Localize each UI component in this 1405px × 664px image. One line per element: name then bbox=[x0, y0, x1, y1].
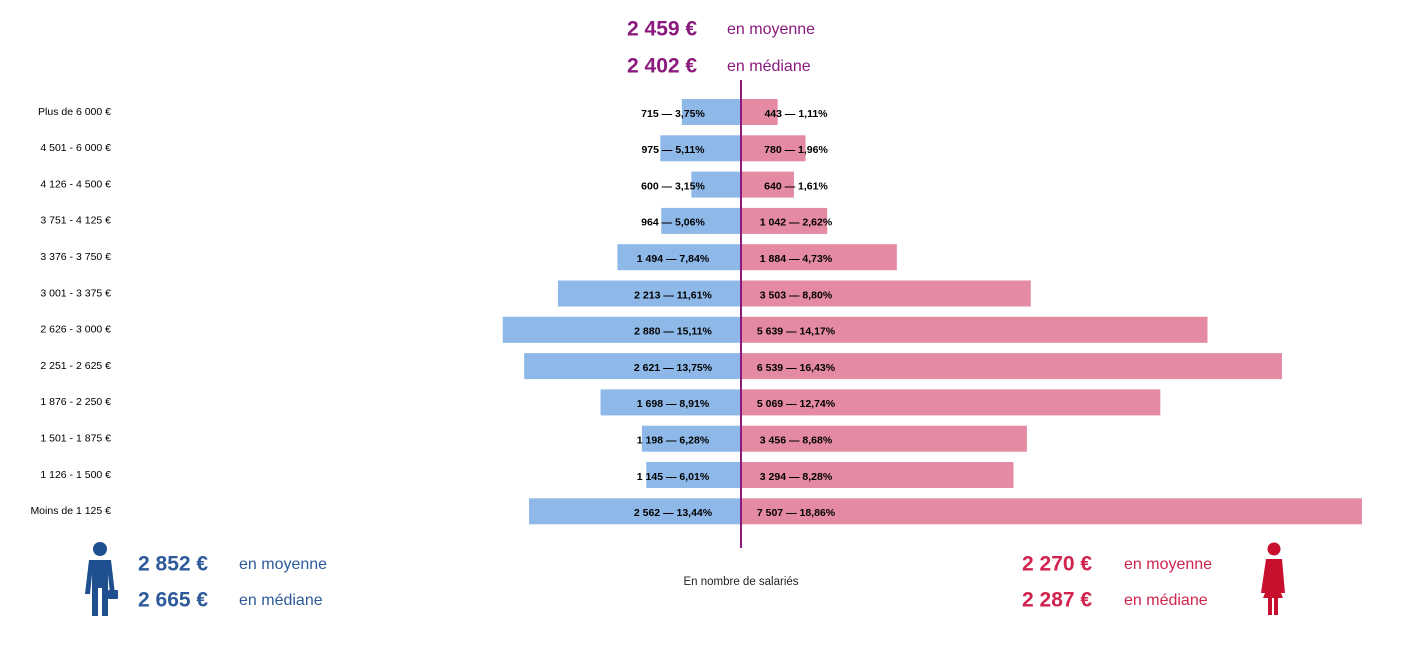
bar bbox=[741, 425, 1027, 452]
bar bbox=[502, 316, 741, 343]
median-label: en médiane bbox=[1124, 592, 1208, 609]
bar bbox=[741, 462, 1014, 488]
bar bbox=[741, 389, 1161, 416]
axis-caption: En nombre de salariés bbox=[683, 576, 798, 588]
mean-value: 2 459 € bbox=[627, 18, 697, 41]
man-icon bbox=[85, 542, 118, 616]
value-label: 2 213 — 11,61% bbox=[634, 289, 712, 301]
category-label: 4 501 - 6 000 € bbox=[40, 142, 111, 154]
category-label: 4 126 - 4 500 € bbox=[40, 178, 111, 190]
bar bbox=[681, 99, 741, 125]
value-label: 3 294 — 8,28% bbox=[760, 471, 833, 483]
value-label: 6 539 — 16,43% bbox=[757, 362, 836, 374]
median-label: en médiane bbox=[727, 58, 811, 75]
median-label: en médiane bbox=[239, 592, 323, 609]
category-label: 3 001 - 3 375 € bbox=[40, 287, 111, 299]
mean-label: en moyenne bbox=[1124, 556, 1212, 573]
mean-value: 2 852 € bbox=[138, 553, 208, 576]
value-label: 780 — 1,96% bbox=[764, 144, 828, 156]
mean-label: en moyenne bbox=[239, 556, 327, 573]
value-label: 964 — 5,06% bbox=[641, 217, 705, 229]
bar bbox=[646, 462, 741, 488]
bar bbox=[741, 316, 1208, 343]
value-label: 5 639 — 14,17% bbox=[757, 326, 836, 338]
value-label: 1 698 — 8,91% bbox=[637, 398, 710, 410]
woman-icon bbox=[1261, 542, 1285, 615]
category-label: 2 251 - 2 625 € bbox=[40, 360, 111, 372]
mean-value: 2 270 € bbox=[1022, 553, 1092, 576]
median-value: 2 287 € bbox=[1022, 589, 1092, 612]
bar bbox=[741, 498, 1362, 525]
bar bbox=[741, 244, 897, 271]
bar bbox=[529, 498, 741, 525]
median-value: 2 402 € bbox=[627, 55, 697, 78]
category-label: 3 751 - 4 125 € bbox=[40, 215, 111, 227]
value-label: 1 884 — 4,73% bbox=[760, 253, 833, 265]
value-label: 1 042 — 2,62% bbox=[760, 217, 833, 229]
bar bbox=[741, 135, 806, 162]
category-label: 1 501 - 1 875 € bbox=[40, 432, 111, 444]
category-label: 3 376 - 3 750 € bbox=[40, 251, 111, 263]
bar bbox=[741, 207, 828, 234]
bar bbox=[741, 171, 794, 198]
value-label: 975 — 5,11% bbox=[641, 144, 705, 156]
value-label: 443 — 1,11% bbox=[764, 108, 828, 120]
value-label: 3 456 — 8,68% bbox=[760, 434, 833, 446]
bar bbox=[557, 280, 741, 307]
bar bbox=[741, 99, 778, 125]
category-label: Plus de 6 000 € bbox=[38, 106, 111, 118]
value-label: 2 562 — 13,44% bbox=[634, 507, 713, 519]
category-label: 2 626 - 3 000 € bbox=[40, 324, 111, 336]
bar bbox=[661, 207, 741, 234]
value-label: 7 507 — 18,86% bbox=[757, 507, 836, 519]
value-label: 1 198 — 6,28% bbox=[637, 434, 710, 446]
value-label: 2 880 — 15,11% bbox=[634, 326, 712, 338]
bar bbox=[691, 171, 741, 198]
value-label: 600 — 3,15% bbox=[641, 180, 705, 192]
bar bbox=[660, 135, 741, 162]
value-label: 715 — 3,75% bbox=[641, 108, 705, 120]
value-label: 1 494 — 7,84% bbox=[637, 253, 710, 265]
bar bbox=[741, 280, 1031, 307]
bar bbox=[617, 244, 741, 271]
bar bbox=[741, 353, 1282, 380]
value-label: 3 503 — 8,80% bbox=[760, 289, 833, 301]
value-label: 5 069 — 12,74% bbox=[757, 398, 836, 410]
bar bbox=[524, 353, 741, 380]
category-label: 1 126 - 1 500 € bbox=[40, 469, 111, 481]
bar bbox=[641, 425, 741, 452]
median-value: 2 665 € bbox=[138, 589, 208, 612]
category-label: Moins de 1 125 € bbox=[30, 505, 111, 517]
mean-label: en moyenne bbox=[727, 21, 815, 38]
category-label: 1 876 - 2 250 € bbox=[40, 396, 111, 408]
bar bbox=[600, 389, 741, 416]
value-label: 2 621 — 13,75% bbox=[634, 362, 713, 374]
value-label: 1 145 — 6,01% bbox=[637, 471, 710, 483]
value-label: 640 — 1,61% bbox=[764, 180, 828, 192]
